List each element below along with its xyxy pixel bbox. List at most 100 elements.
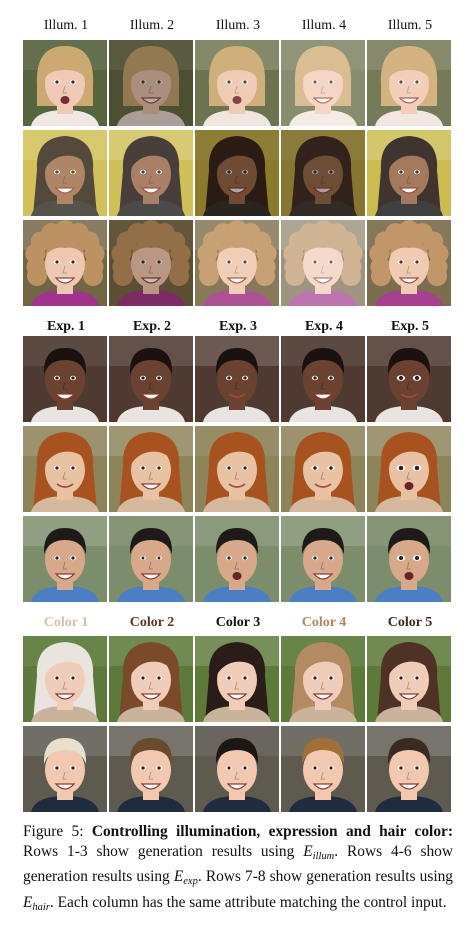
- portrait-image: [281, 726, 365, 812]
- symbol-e-illum: Eillum: [303, 843, 335, 863]
- portrait-image: [281, 336, 365, 422]
- portrait-image: [109, 220, 193, 306]
- illum-row-3: [23, 220, 451, 306]
- caption-text-2: . Rows 4-6 show generation results using: [23, 843, 453, 886]
- exp-row-1-col-4: [281, 336, 365, 422]
- portrait-image: [367, 220, 451, 306]
- exp-label-3: Exp. 3: [218, 319, 258, 334]
- portrait-image: [109, 426, 193, 512]
- portrait-image: [109, 516, 193, 602]
- portrait-image: [23, 426, 107, 512]
- portrait-image: [109, 40, 193, 126]
- illum-label-2: Illum. 2: [129, 18, 175, 33]
- portrait-image: [195, 40, 279, 126]
- color-row-1-col-3: [195, 636, 279, 722]
- exp-row-2: [23, 426, 451, 512]
- caption-text-4: . Each column has the same attribute mat…: [49, 893, 447, 911]
- illum-label-4: Illum. 4: [301, 18, 347, 33]
- caption-text-1: Rows 1-3 show generation results using: [23, 843, 295, 861]
- illum-row-1-col-4: [281, 40, 365, 126]
- portrait-image: [195, 426, 279, 512]
- exp-column-headers: Exp. 1 Exp. 2 Exp. 3 Exp. 4 Exp. 5: [0, 316, 469, 338]
- portrait-image: [281, 220, 365, 306]
- illum-label-3: Illum. 3: [215, 18, 261, 33]
- portrait-image: [195, 220, 279, 306]
- portrait-image: [195, 636, 279, 722]
- symbol-e-exp: Eexp: [173, 868, 198, 888]
- figure-label: Figure 5:: [23, 823, 84, 840]
- exp-row-3-col-3: [195, 516, 279, 602]
- portrait-image: [281, 40, 365, 126]
- caption-bold-title: Controlling illumination, expression and…: [91, 823, 453, 840]
- exp-row-2-col-4: [281, 426, 365, 512]
- illum-row-1-col-1: [23, 40, 107, 126]
- illum-column-headers: Illum. 1 Illum. 2 Illum. 3 Illum. 4 Illum. 5: [0, 15, 469, 37]
- exp-row-3-col-2: [109, 516, 193, 602]
- exp-label-2: Exp. 2: [132, 319, 172, 334]
- portrait-image: [23, 130, 107, 216]
- symbol-e-hair: Ehair: [23, 893, 50, 913]
- illum-row-2-col-3: [195, 130, 279, 216]
- portrait-image: [281, 130, 365, 216]
- portrait-image: [23, 220, 107, 306]
- exp-row-3-col-5: [367, 516, 451, 602]
- color-label-4: Color 4: [301, 615, 347, 630]
- caption-text-3: . Rows 7-8 show generation results using: [197, 868, 453, 886]
- illum-label-1: Illum. 1: [43, 18, 89, 33]
- portrait-image: [109, 636, 193, 722]
- portrait-image: [23, 726, 107, 812]
- exp-row-2-col-5: [367, 426, 451, 512]
- exp-label-5: Exp. 5: [390, 319, 430, 334]
- illum-row-1-col-2: [109, 40, 193, 126]
- exp-row-1: [23, 336, 451, 422]
- exp-label-4: Exp. 4: [304, 319, 344, 334]
- portrait-image: [367, 40, 451, 126]
- exp-row-3-col-1: [23, 516, 107, 602]
- color-row-2-col-1: [23, 726, 107, 812]
- color-row-2-col-2: [109, 726, 193, 812]
- illum-row-2-col-2: [109, 130, 193, 216]
- color-row-1: [23, 636, 451, 722]
- portrait-image: [281, 636, 365, 722]
- portrait-image: [367, 426, 451, 512]
- illum-label-5: Illum. 5: [387, 18, 433, 33]
- color-label-5: Color 5: [387, 615, 433, 630]
- exp-row-1-col-5: [367, 336, 451, 422]
- exp-row-3-col-4: [281, 516, 365, 602]
- color-row-1-col-4: [281, 636, 365, 722]
- exp-row-1-col-1: [23, 336, 107, 422]
- portrait-image: [109, 726, 193, 812]
- portrait-image: [23, 336, 107, 422]
- illum-row-3-col-1: [23, 220, 107, 306]
- portrait-image: [367, 516, 451, 602]
- portrait-image: [367, 636, 451, 722]
- color-label-3: Color 3: [215, 615, 261, 630]
- color-label-2: Color 2: [129, 615, 175, 630]
- portrait-image: [367, 336, 451, 422]
- color-row-2-col-5: [367, 726, 451, 812]
- illum-row-2: [23, 130, 451, 216]
- exp-row-3: [23, 516, 451, 602]
- portrait-image: [23, 516, 107, 602]
- exp-row-2-col-3: [195, 426, 279, 512]
- exp-row-1-col-2: [109, 336, 193, 422]
- exp-row-1-col-3: [195, 336, 279, 422]
- portrait-image: [281, 516, 365, 602]
- portrait-image: [195, 336, 279, 422]
- portrait-image: [109, 336, 193, 422]
- portrait-image: [195, 516, 279, 602]
- portrait-image: [23, 636, 107, 722]
- portrait-image: [281, 426, 365, 512]
- illum-row-2-col-5: [367, 130, 451, 216]
- exp-row-2-col-2: [109, 426, 193, 512]
- color-label-1: Color 1: [43, 615, 89, 630]
- portrait-image: [367, 130, 451, 216]
- illum-row-1-col-5: [367, 40, 451, 126]
- portrait-image: [109, 130, 193, 216]
- illum-row-3-col-3: [195, 220, 279, 306]
- exp-row-2-col-1: [23, 426, 107, 512]
- color-row-1-col-1: [23, 636, 107, 722]
- illum-row-2-col-1: [23, 130, 107, 216]
- illum-row-1-col-3: [195, 40, 279, 126]
- portrait-image: [195, 726, 279, 812]
